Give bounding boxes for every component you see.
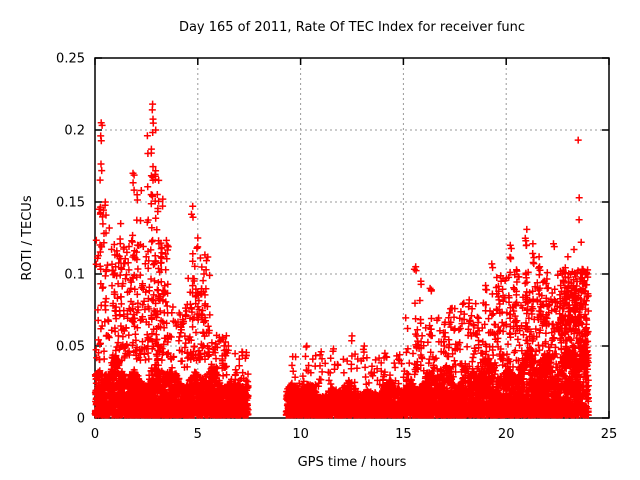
- scatter-series: [91, 100, 592, 419]
- y-tick-label: 0.05: [56, 340, 85, 355]
- x-tick-label: 10: [292, 427, 309, 442]
- y-axis-label: ROTI / TECUs: [20, 195, 35, 280]
- y-tick-label: 0.25: [56, 52, 85, 67]
- x-tick-label: 5: [194, 427, 202, 442]
- x-tick-label: 0: [91, 427, 99, 442]
- x-tick-labels: 0 5 10 15 20 25: [91, 427, 617, 442]
- y-tick-labels: 0 0.05 0.1 0.15 0.2 0.25: [56, 52, 85, 427]
- x-tick-label: 25: [601, 427, 618, 442]
- x-axis-label: GPS time / hours: [298, 455, 407, 470]
- y-tick-label: 0.15: [56, 196, 85, 211]
- x-tick-label: 15: [395, 427, 412, 442]
- chart-title: Day 165 of 2011, Rate Of TEC Index for r…: [179, 20, 525, 35]
- y-tick-label: 0.1: [64, 268, 85, 283]
- y-tick-label: 0: [77, 412, 85, 427]
- scatter-points-path: [91, 100, 592, 419]
- y-tick-label: 0.2: [64, 124, 85, 139]
- x-tick-label: 20: [498, 427, 515, 442]
- gridlines: [95, 58, 609, 418]
